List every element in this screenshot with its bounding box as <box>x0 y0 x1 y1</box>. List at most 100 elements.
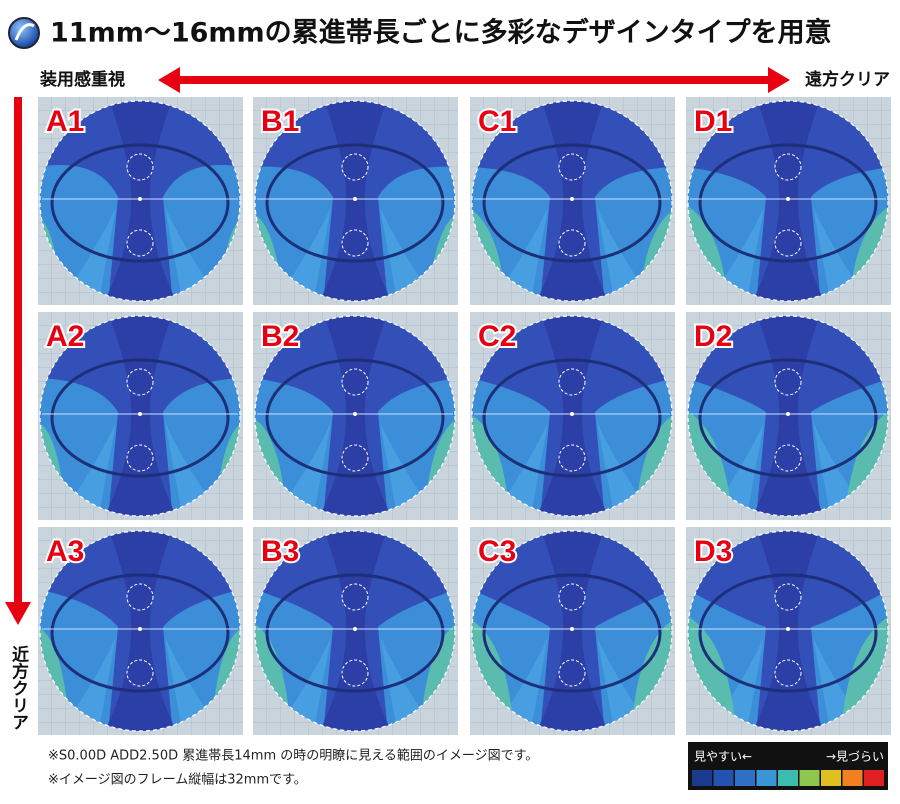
legend-left: 見やすい← <box>694 750 752 764</box>
lens-panel: A1 <box>38 97 243 305</box>
zone-corridor <box>318 316 393 516</box>
zone-mid <box>706 207 871 301</box>
zone-mid <box>490 422 655 516</box>
panel-label: C1 <box>478 105 516 138</box>
far-zone <box>774 368 802 396</box>
legend-swatch <box>864 770 884 786</box>
frame <box>50 573 230 693</box>
panel-label: D1 <box>694 105 732 138</box>
zone-corridor <box>103 101 178 301</box>
near-zone <box>774 659 802 687</box>
frame <box>698 573 878 693</box>
far-zone <box>126 153 154 181</box>
zone-mid <box>490 207 655 301</box>
near-zone <box>341 229 369 257</box>
zone-corridor <box>318 101 393 301</box>
panel-label: B1 <box>261 105 299 138</box>
far-zone <box>126 583 154 611</box>
fit-point <box>353 197 357 201</box>
panel-grid: A1 B1 C1 D1 A2 B2 C2 D2 A3 B3 C3 D3 <box>38 97 891 735</box>
near-zone <box>774 444 802 472</box>
far-zone <box>341 153 369 181</box>
lens-panel: A2 <box>38 312 243 520</box>
far-zone <box>774 153 802 181</box>
near-zone <box>126 229 154 257</box>
zone-mid <box>273 422 438 516</box>
frame <box>698 358 878 478</box>
far-zone <box>126 368 154 396</box>
frame <box>698 143 878 263</box>
frame <box>482 573 662 693</box>
legend-right: →見づらい <box>826 750 884 764</box>
fit-point <box>570 197 574 201</box>
zone-corridor <box>751 316 826 516</box>
zone-corridor <box>103 316 178 516</box>
lens-outline <box>254 315 456 517</box>
far-zone <box>774 583 802 611</box>
near-zone <box>126 444 154 472</box>
fit-point <box>786 627 790 631</box>
lens-panel: C1 <box>470 97 675 305</box>
lens-panel: B1 <box>253 97 458 305</box>
fit-point <box>138 627 142 631</box>
far-zone <box>558 368 586 396</box>
far-zone <box>341 583 369 611</box>
lens-outline <box>39 315 241 517</box>
frame <box>50 143 230 263</box>
panel-label: D3 <box>694 535 732 568</box>
fit-point <box>138 197 142 201</box>
lens <box>472 101 672 301</box>
zone-mid <box>706 422 871 516</box>
frame <box>482 143 662 263</box>
axis-bottom-label: 近方クリア <box>8 644 29 730</box>
fit-point <box>353 412 357 416</box>
panel-label: B3 <box>261 535 299 568</box>
near-zone <box>558 659 586 687</box>
zone-corridor <box>103 531 178 731</box>
lens-panel: C2 <box>470 312 675 520</box>
zone-corridor <box>751 531 826 731</box>
near-zone <box>126 659 154 687</box>
zone-mid <box>490 637 655 731</box>
fit-point <box>786 197 790 201</box>
legend: 見やすい← →見づらい <box>688 742 888 790</box>
panel-label: A3 <box>46 535 84 568</box>
zone-corridor <box>318 531 393 731</box>
axis-left-label: 装用感重視 <box>39 69 125 90</box>
panel-label: C3 <box>478 535 516 568</box>
lens-outline <box>39 530 241 732</box>
zone-mid <box>273 207 438 301</box>
fit-point <box>786 412 790 416</box>
near-zone <box>341 444 369 472</box>
lens-panel: D3 <box>686 527 891 735</box>
lens-panel: A3 <box>38 527 243 735</box>
frame <box>50 358 230 478</box>
lens-outline <box>471 530 673 732</box>
panel-label: A1 <box>46 105 84 138</box>
zone-mid <box>706 637 871 731</box>
lens-panel: B3 <box>253 527 458 735</box>
legend-swatch <box>778 770 798 786</box>
far-zone <box>341 368 369 396</box>
near-zone <box>558 444 586 472</box>
lens-panel: D2 <box>686 312 891 520</box>
lens-outline <box>687 100 889 302</box>
far-zone <box>558 583 586 611</box>
fit-point <box>570 412 574 416</box>
legend-swatch <box>735 770 755 786</box>
frame <box>265 143 445 263</box>
legend-swatch <box>799 770 820 786</box>
panel-label: A2 <box>46 320 84 353</box>
lens-panel: B2 <box>253 312 458 520</box>
horizontal-arrow <box>158 67 790 93</box>
legend-swatch <box>821 770 841 786</box>
lens-outline <box>687 315 889 517</box>
near-zone <box>774 229 802 257</box>
zone-mid <box>58 637 223 731</box>
legend-swatch <box>692 770 712 786</box>
near-zone <box>558 229 586 257</box>
zone-corridor <box>535 101 610 301</box>
title: 11mm〜16mmの累進帯長ごとに多彩なデザインタイプを用意 <box>50 17 832 49</box>
lens-panel: D1 <box>686 97 891 305</box>
lens-outline <box>687 530 889 732</box>
